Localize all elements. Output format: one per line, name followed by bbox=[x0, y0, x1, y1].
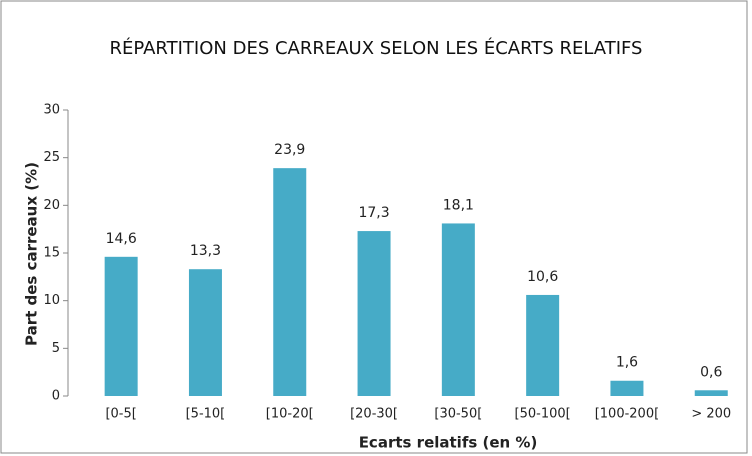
x-tick-label: [10-20[ bbox=[266, 407, 314, 422]
value-label: 17,3 bbox=[358, 205, 389, 221]
y-tick-label: 5 bbox=[52, 341, 60, 356]
bar bbox=[104, 256, 138, 396]
value-label: 13,3 bbox=[190, 243, 221, 259]
x-tick-label: [100-200[ bbox=[595, 407, 659, 422]
y-axis-label: Part des carreaux (%) bbox=[23, 162, 41, 346]
x-axis-label: Ecarts relatifs (en %) bbox=[359, 434, 538, 452]
chart-title: RÉPARTITION DES CARREAUX SELON LES ÉCART… bbox=[109, 38, 643, 59]
x-tick-label: [30-50[ bbox=[434, 407, 482, 422]
value-label: 14,6 bbox=[106, 231, 137, 247]
value-label: 0,6 bbox=[700, 364, 722, 380]
bar bbox=[526, 294, 560, 396]
bar bbox=[273, 168, 307, 396]
bar bbox=[188, 269, 222, 396]
bar bbox=[357, 231, 391, 396]
bar bbox=[610, 380, 644, 396]
value-label: 18,1 bbox=[443, 197, 474, 213]
y-tick-label: 25 bbox=[43, 150, 60, 165]
value-label: 10,6 bbox=[527, 269, 558, 285]
x-tick-label: > 200 bbox=[691, 407, 731, 422]
y-tick-label: 20 bbox=[43, 198, 60, 213]
y-tick-label: 15 bbox=[43, 246, 60, 261]
value-label: 23,9 bbox=[274, 142, 305, 158]
y-tick-label: 30 bbox=[43, 103, 60, 118]
x-tick-label: [5-10[ bbox=[186, 407, 226, 422]
bar bbox=[694, 390, 728, 396]
value-label: 1,6 bbox=[616, 355, 638, 371]
x-tick-label: [0-5[ bbox=[105, 407, 136, 422]
y-tick-label: 10 bbox=[43, 293, 60, 308]
bar bbox=[441, 223, 475, 396]
y-tick-label: 0 bbox=[52, 389, 60, 404]
x-tick-label: [50-100[ bbox=[515, 407, 571, 422]
x-tick-label: [20-30[ bbox=[350, 407, 398, 422]
